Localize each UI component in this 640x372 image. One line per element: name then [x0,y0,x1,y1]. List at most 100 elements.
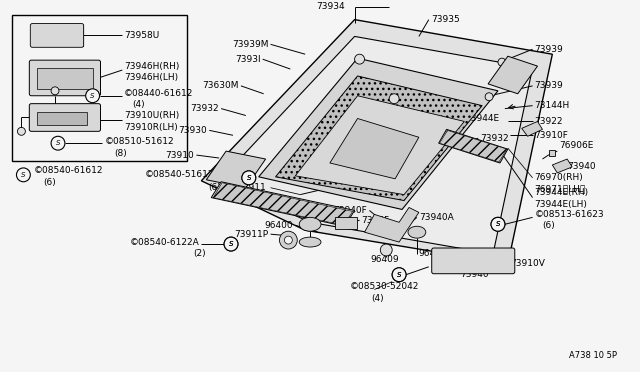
Polygon shape [213,183,353,225]
Text: 73940: 73940 [460,270,489,279]
Text: S: S [21,172,26,178]
Circle shape [242,171,256,185]
Polygon shape [211,182,355,226]
Text: 73939: 73939 [534,81,563,90]
Polygon shape [365,208,419,242]
Text: 76970(RH): 76970(RH) [534,173,583,182]
FancyBboxPatch shape [30,23,84,47]
Text: 73939: 73939 [534,45,563,54]
Circle shape [491,217,505,231]
Circle shape [17,168,30,182]
Text: S: S [397,272,401,278]
Text: 73935: 73935 [431,15,460,24]
Circle shape [51,136,65,150]
Text: 73910V: 73910V [510,259,545,268]
Text: S: S [397,272,401,278]
Text: 73910F: 73910F [534,131,568,140]
Text: 73965: 73965 [362,216,390,225]
Text: (4): (4) [132,100,145,109]
Text: ©08440-61612: ©08440-61612 [124,89,194,98]
Circle shape [392,268,406,282]
Text: 73932: 73932 [480,134,509,143]
Text: 73944E(RH): 73944E(RH) [534,188,589,197]
Circle shape [498,58,506,66]
Text: S: S [496,221,500,227]
Polygon shape [488,56,538,94]
Circle shape [242,171,256,185]
Text: S: S [228,241,233,247]
Text: S: S [228,241,233,247]
Text: 73944E: 73944E [465,114,499,123]
Circle shape [485,93,493,101]
Circle shape [491,217,505,231]
Text: 73946H(RH): 73946H(RH) [124,62,180,71]
Text: 7393I: 7393I [235,55,260,64]
Text: 73911: 73911 [237,183,266,192]
Text: 96400: 96400 [265,221,293,230]
Text: 96401: 96401 [419,250,447,259]
Text: 73946H(LH): 73946H(LH) [124,73,179,83]
Text: 73922: 73922 [534,117,563,126]
Text: 73911P: 73911P [234,230,269,239]
Text: (6): (6) [543,221,556,230]
Text: 73940F: 73940F [333,206,367,215]
Text: S: S [246,175,251,181]
Text: 73930: 73930 [179,126,207,135]
Bar [12,15,186,161]
Circle shape [284,236,292,244]
Text: 73940A: 73940A [419,213,454,222]
Polygon shape [275,76,482,201]
Polygon shape [259,58,498,209]
Bar [37,68,93,89]
Circle shape [86,89,99,103]
Text: ©08513-61623: ©08513-61623 [534,210,604,219]
Circle shape [17,127,26,135]
Text: 76906E: 76906E [559,141,594,150]
Text: S: S [496,221,500,227]
Ellipse shape [300,217,321,231]
Polygon shape [330,119,419,179]
Bar [31,25,83,46]
Text: ©08540-6122A: ©08540-6122A [130,238,200,247]
Circle shape [224,237,238,251]
Text: (6): (6) [209,183,221,192]
Text: 73910U(RH): 73910U(RH) [124,111,179,120]
Bar [37,112,86,125]
Text: S: S [90,93,95,99]
Polygon shape [522,121,543,136]
Text: 73934: 73934 [316,2,345,11]
Polygon shape [440,130,507,162]
Text: 76971〈LH〉: 76971〈LH〉 [534,184,586,193]
Text: A738 10 5P: A738 10 5P [568,351,616,360]
Text: (4): (4) [371,294,384,303]
FancyBboxPatch shape [29,104,100,131]
Polygon shape [219,36,532,254]
Text: 96409: 96409 [370,255,399,264]
Text: (6): (6) [43,178,56,187]
FancyBboxPatch shape [432,248,515,274]
Bar [335,217,356,229]
Text: 73944E(LH): 73944E(LH) [534,200,588,209]
Ellipse shape [300,237,321,247]
Circle shape [389,94,399,104]
Circle shape [51,87,59,95]
Text: 73910R(LH): 73910R(LH) [124,123,178,132]
Polygon shape [552,159,572,173]
Text: ©08540-61612: ©08540-61612 [33,166,103,175]
Text: 73940: 73940 [567,163,596,171]
Text: 73939M: 73939M [232,40,269,49]
Text: ©08530-52042: ©08530-52042 [349,282,419,291]
Ellipse shape [408,226,426,238]
FancyBboxPatch shape [29,60,100,96]
Circle shape [280,231,297,249]
Circle shape [355,54,365,64]
Text: ©08510-51612: ©08510-51612 [104,137,174,146]
Text: S: S [56,140,60,146]
Polygon shape [438,129,508,163]
Text: 73144H: 73144H [534,101,570,110]
Circle shape [392,268,406,282]
Polygon shape [206,151,266,188]
Circle shape [224,237,238,251]
Text: ©08540-51612: ©08540-51612 [145,170,214,179]
Text: 73958U: 73958U [124,31,159,40]
